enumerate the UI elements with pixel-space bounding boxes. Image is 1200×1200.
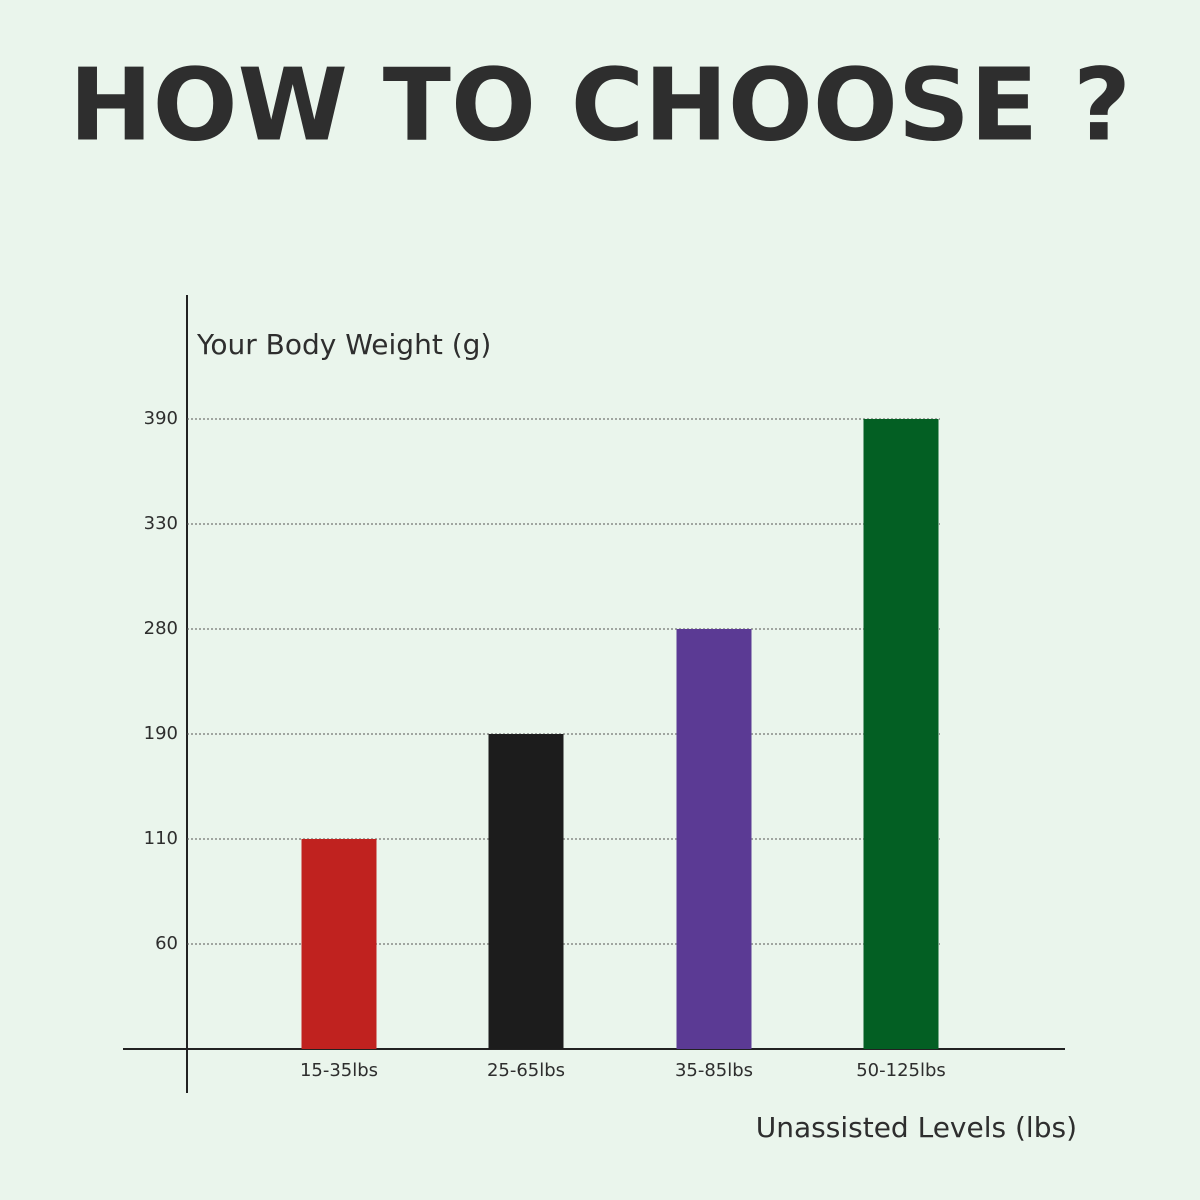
bar xyxy=(301,839,377,1049)
y-tick-label: 280 xyxy=(144,618,178,639)
y-axis-label: Your Body Weight (g) xyxy=(196,328,491,361)
bar xyxy=(488,734,564,1049)
x-tick-label: 15-35lbs xyxy=(300,1060,378,1081)
y-tick-label: 330 xyxy=(144,513,178,534)
x-tick-label: 25-65lbs xyxy=(487,1060,565,1081)
x-axis-label: Unassisted Levels (lbs) xyxy=(756,1111,1077,1144)
bar xyxy=(676,629,752,1049)
x-tick-label: 35-85lbs xyxy=(675,1060,753,1081)
y-tick-label: 390 xyxy=(144,408,178,429)
bar xyxy=(863,419,939,1049)
y-tick-label: 110 xyxy=(144,828,178,849)
y-tick-label: 190 xyxy=(144,723,178,744)
y-tick-label: 60 xyxy=(155,933,178,954)
chart-title: HOW TO CHOOSE ? xyxy=(69,46,1131,163)
x-tick-label: 50-125lbs xyxy=(856,1060,946,1081)
